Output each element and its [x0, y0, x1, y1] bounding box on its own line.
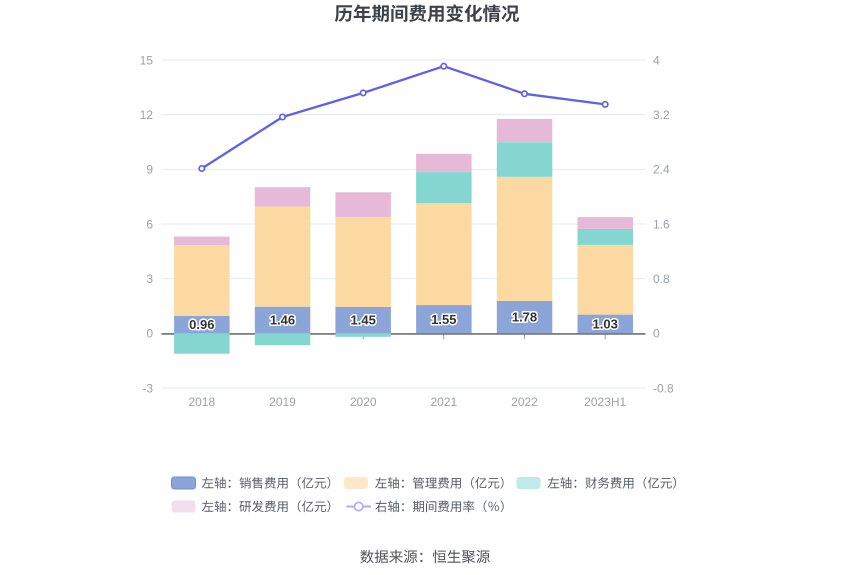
- svg-text:15: 15: [140, 53, 154, 67]
- svg-text:2019: 2019: [269, 395, 296, 409]
- svg-text:0.8: 0.8: [653, 272, 670, 286]
- svg-text:-3: -3: [142, 381, 153, 395]
- svg-text:1.46: 1.46: [270, 313, 295, 328]
- svg-text:3.2: 3.2: [653, 108, 670, 122]
- svg-text:1.6: 1.6: [653, 217, 670, 231]
- svg-text:2.4: 2.4: [653, 163, 670, 177]
- svg-text:2018: 2018: [188, 395, 215, 409]
- svg-text:2020: 2020: [350, 395, 377, 409]
- svg-text:2022: 2022: [511, 395, 538, 409]
- svg-text:6: 6: [146, 217, 153, 231]
- svg-text:9: 9: [146, 163, 153, 177]
- svg-text:1.55: 1.55: [431, 312, 456, 327]
- svg-text:12: 12: [140, 108, 154, 122]
- svg-text:1.78: 1.78: [512, 310, 537, 325]
- svg-text:1.03: 1.03: [593, 317, 618, 332]
- svg-text:-0.8: -0.8: [653, 381, 674, 395]
- svg-text:2023H1: 2023H1: [584, 395, 626, 409]
- svg-text:0.96: 0.96: [189, 317, 214, 332]
- svg-text:4: 4: [653, 53, 660, 67]
- svg-text:1.45: 1.45: [351, 313, 376, 328]
- svg-text:0: 0: [146, 327, 153, 341]
- svg-text:0: 0: [653, 327, 660, 341]
- svg-text:2021: 2021: [430, 395, 457, 409]
- svg-text:3: 3: [146, 272, 153, 286]
